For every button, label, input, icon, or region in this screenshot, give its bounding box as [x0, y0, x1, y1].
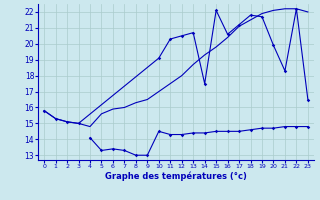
- X-axis label: Graphe des températures (°c): Graphe des températures (°c): [105, 172, 247, 181]
